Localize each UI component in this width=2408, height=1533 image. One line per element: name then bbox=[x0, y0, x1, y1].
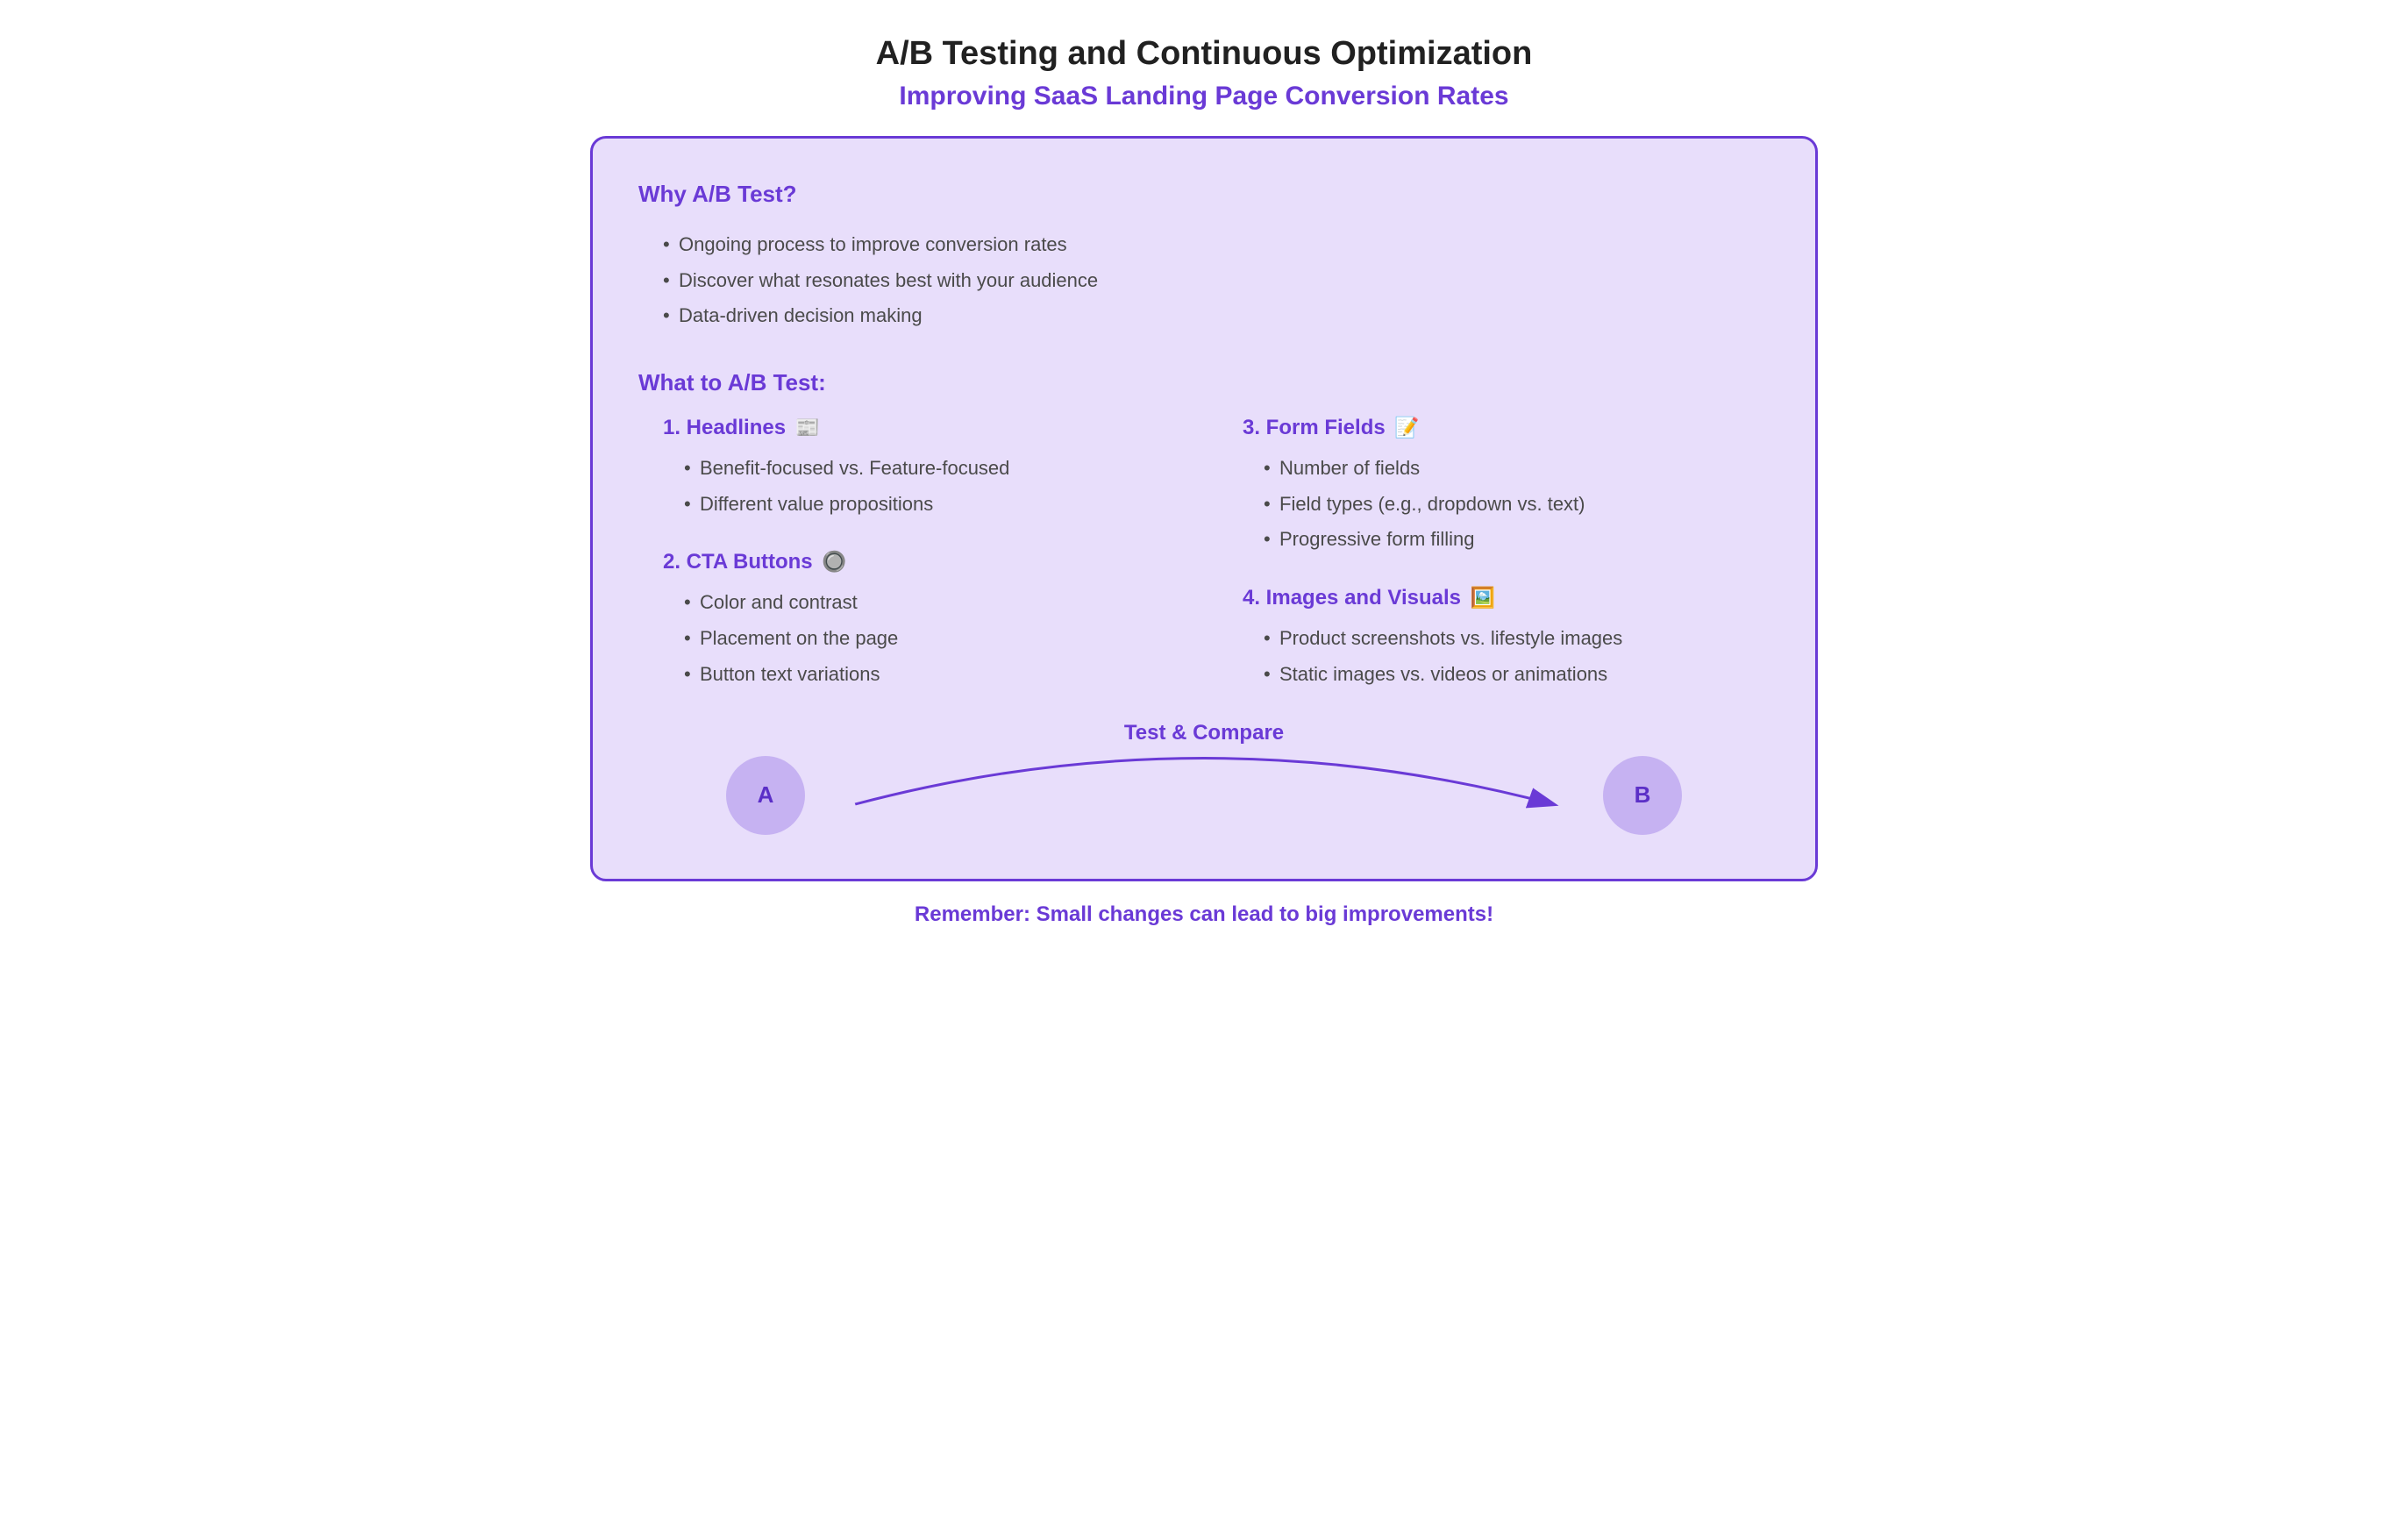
item-title: 2. CTA Buttons bbox=[663, 550, 813, 574]
memo-icon: 📝 bbox=[1394, 416, 1419, 439]
list-item: Data-driven decision making bbox=[663, 298, 1770, 334]
item-heading-images: 4. Images and Visuals 🖼️ bbox=[1243, 586, 1770, 610]
page-title: A/B Testing and Continuous Optimization bbox=[590, 35, 1818, 73]
item-heading-form-fields: 3. Form Fields 📝 bbox=[1243, 416, 1770, 440]
list-item: Color and contrast bbox=[684, 585, 1190, 621]
main-panel: Why A/B Test? Ongoing process to improve… bbox=[590, 136, 1818, 881]
radio-button-icon: 🔘 bbox=[822, 550, 846, 573]
left-column: 1. Headlines 📰 Benefit-focused vs. Featu… bbox=[663, 416, 1190, 720]
headlines-list: Benefit-focused vs. Feature-focused Diff… bbox=[663, 451, 1190, 522]
list-item: Product screenshots vs. lifestyle images bbox=[1264, 621, 1770, 657]
what-heading: What to A/B Test: bbox=[638, 369, 1770, 396]
item-headlines: 1. Headlines 📰 Benefit-focused vs. Featu… bbox=[663, 416, 1190, 522]
right-column: 3. Form Fields 📝 Number of fields Field … bbox=[1243, 416, 1770, 720]
item-title: 1. Headlines bbox=[663, 416, 786, 439]
list-item: Ongoing process to improve conversion ra… bbox=[663, 227, 1770, 263]
item-heading-cta: 2. CTA Buttons 🔘 bbox=[663, 550, 1190, 574]
footer-note: Remember: Small changes can lead to big … bbox=[590, 902, 1818, 927]
item-cta: 2. CTA Buttons 🔘 Color and contrast Plac… bbox=[663, 550, 1190, 692]
cta-list: Color and contrast Placement on the page… bbox=[663, 585, 1190, 692]
item-title: 4. Images and Visuals bbox=[1243, 586, 1461, 610]
list-item: Benefit-focused vs. Feature-focused bbox=[684, 451, 1190, 487]
list-item: Progressive form filling bbox=[1264, 522, 1770, 558]
picture-icon: 🖼️ bbox=[1471, 586, 1495, 609]
list-item: Placement on the page bbox=[684, 621, 1190, 657]
circle-a: A bbox=[726, 756, 805, 835]
list-item: Number of fields bbox=[1264, 451, 1770, 487]
ab-diagram: Test & Compare A B bbox=[691, 730, 1717, 852]
why-heading: Why A/B Test? bbox=[638, 181, 1770, 208]
list-item: Discover what resonates best with your a… bbox=[663, 263, 1770, 299]
images-list: Product screenshots vs. lifestyle images… bbox=[1243, 621, 1770, 692]
why-bullet-list: Ongoing process to improve conversion ra… bbox=[638, 227, 1770, 334]
circle-b: B bbox=[1603, 756, 1682, 835]
page-subtitle: Improving SaaS Landing Page Conversion R… bbox=[590, 82, 1818, 111]
item-heading-headlines: 1. Headlines 📰 bbox=[663, 416, 1190, 440]
what-columns: 1. Headlines 📰 Benefit-focused vs. Featu… bbox=[638, 416, 1770, 720]
form-fields-list: Number of fields Field types (e.g., drop… bbox=[1243, 451, 1770, 558]
list-item: Button text variations bbox=[684, 657, 1190, 693]
item-images: 4. Images and Visuals 🖼️ Product screens… bbox=[1243, 586, 1770, 692]
item-title: 3. Form Fields bbox=[1243, 416, 1386, 439]
arc-svg bbox=[691, 730, 1717, 852]
list-item: Static images vs. videos or animations bbox=[1264, 657, 1770, 693]
item-form-fields: 3. Form Fields 📝 Number of fields Field … bbox=[1243, 416, 1770, 558]
list-item: Different value propositions bbox=[684, 487, 1190, 523]
newspaper-icon: 📰 bbox=[795, 416, 820, 439]
list-item: Field types (e.g., dropdown vs. text) bbox=[1264, 487, 1770, 523]
infographic-container: A/B Testing and Continuous Optimization … bbox=[590, 35, 1818, 927]
